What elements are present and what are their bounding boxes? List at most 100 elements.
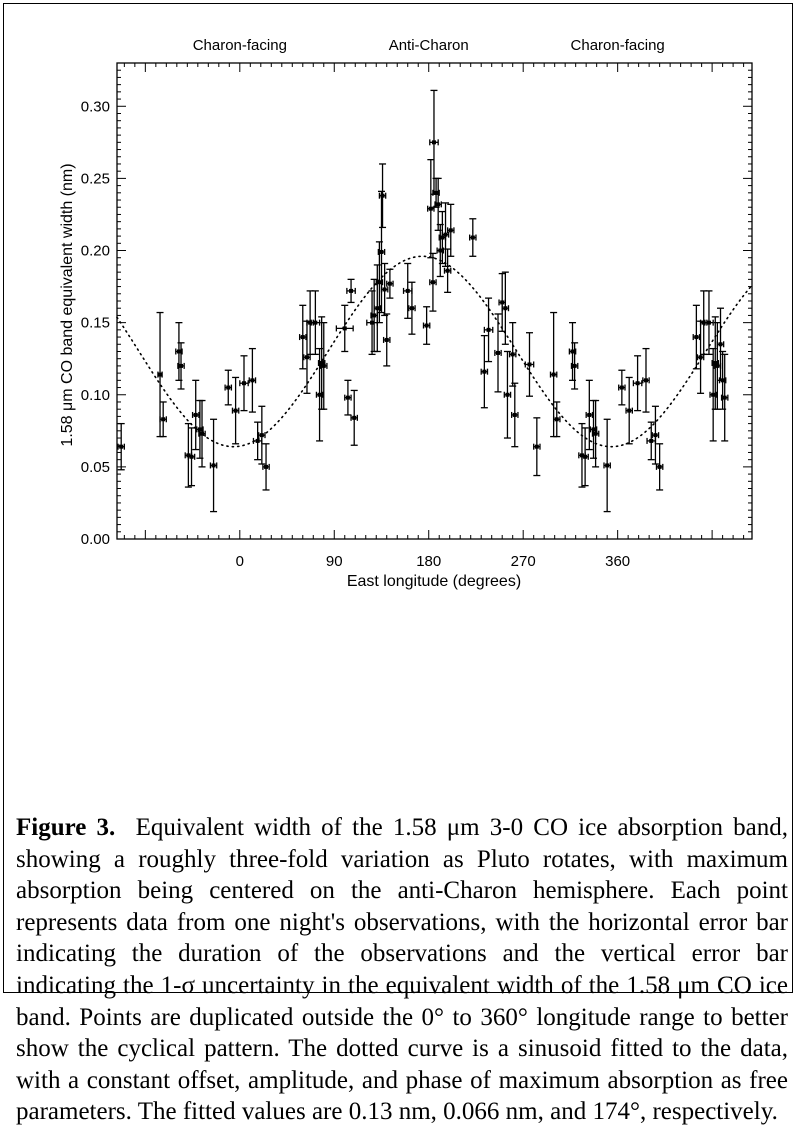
point-marker <box>438 248 443 253</box>
y-tick-label: 0.15 <box>81 315 110 332</box>
figure-caption-text: Equivalent width of the 1.58 μm 3-0 CO i… <box>16 814 789 1126</box>
data-point <box>422 306 431 345</box>
point-marker <box>503 306 508 311</box>
point-marker <box>345 395 350 400</box>
data-point <box>252 421 263 461</box>
top-label-1: Anti-Charon <box>389 37 469 54</box>
data-point <box>335 304 354 353</box>
point-marker <box>583 454 588 459</box>
x-tick-label: 360 <box>605 553 630 570</box>
data-point <box>434 177 442 231</box>
data-point <box>258 405 266 465</box>
point-marker <box>300 335 305 340</box>
point-marker <box>572 363 577 368</box>
point-marker <box>250 378 255 383</box>
point-marker <box>496 350 500 355</box>
point-marker <box>379 249 384 254</box>
data-point <box>585 379 594 451</box>
data-point <box>632 355 643 412</box>
data-point <box>224 369 233 406</box>
point-marker <box>377 280 382 285</box>
point-marker <box>189 454 194 459</box>
data-point <box>510 382 519 448</box>
point-marker <box>313 320 318 325</box>
top-label-0: Charon-facing <box>193 37 287 54</box>
point-marker <box>428 206 433 211</box>
point-marker <box>486 327 491 332</box>
point-marker <box>342 326 347 331</box>
point-marker <box>706 320 711 325</box>
data-point <box>704 290 714 356</box>
point-marker <box>233 408 238 413</box>
figure-caption: Figure 3. Equivalent width of the 1.58 μ… <box>16 812 788 1128</box>
data-point <box>319 321 328 410</box>
point-marker <box>242 381 246 386</box>
point-marker <box>200 431 205 436</box>
point-marker <box>512 412 517 417</box>
point-marker <box>722 395 727 400</box>
x-axis-label: East longitude (degrees) <box>347 573 521 590</box>
y-tick-label: 0.00 <box>81 531 110 548</box>
data-point <box>248 347 257 413</box>
x-tick-label: 0 <box>236 553 244 570</box>
point-marker <box>319 361 324 366</box>
data-point <box>716 307 725 381</box>
point-marker <box>352 415 357 420</box>
data-point <box>427 158 435 259</box>
co-band-chart: Charon-facing Anti-Charon Charon-facing 0 9… <box>59 37 753 590</box>
point-marker <box>500 300 505 305</box>
point-marker <box>384 337 389 342</box>
y-tick-label: 0.25 <box>81 170 110 187</box>
point-marker <box>713 361 718 366</box>
data-point <box>386 268 394 299</box>
point-marker <box>720 378 725 383</box>
fit-curve <box>116 255 752 448</box>
data-point <box>494 313 502 393</box>
point-marker <box>510 352 515 357</box>
point-marker <box>259 433 264 438</box>
data-point <box>552 401 561 438</box>
figure-caption-label: Figure 3. <box>16 814 116 841</box>
data-point <box>159 401 167 438</box>
point-marker <box>436 202 441 207</box>
point-marker <box>179 363 184 368</box>
point-marker <box>587 412 592 417</box>
point-marker <box>405 288 410 293</box>
point-marker <box>448 228 453 233</box>
x-tick-label: 90 <box>326 553 343 570</box>
data-point <box>378 163 387 229</box>
point-marker <box>711 392 716 397</box>
point-marker <box>380 193 385 198</box>
point-marker <box>718 342 723 347</box>
data-point <box>498 272 506 332</box>
data-point <box>524 332 535 397</box>
data-point <box>581 427 589 487</box>
data-point <box>655 443 664 491</box>
data-point <box>696 320 705 394</box>
point-marker <box>591 427 596 432</box>
figure-frame <box>3 3 793 993</box>
data-point <box>408 281 416 335</box>
data-point <box>589 399 598 459</box>
data-point <box>570 342 579 390</box>
data-point <box>239 355 249 412</box>
data-point <box>508 321 517 387</box>
point-marker <box>197 427 202 432</box>
point-marker <box>627 408 632 413</box>
data-points <box>117 89 729 513</box>
x-tick-label: 270 <box>511 553 536 570</box>
data-point <box>469 218 477 257</box>
point-marker <box>372 313 377 318</box>
data-point <box>720 353 729 442</box>
y-tick-label: 0.20 <box>81 243 110 260</box>
point-marker <box>443 232 448 237</box>
data-point <box>306 290 314 356</box>
point-marker <box>505 392 510 397</box>
point-marker <box>701 320 706 325</box>
data-point <box>642 347 650 413</box>
y-tick-label: 0.10 <box>81 387 110 404</box>
data-point <box>501 271 510 345</box>
data-point <box>177 342 185 390</box>
point-marker <box>570 349 575 354</box>
point-marker <box>424 323 429 328</box>
